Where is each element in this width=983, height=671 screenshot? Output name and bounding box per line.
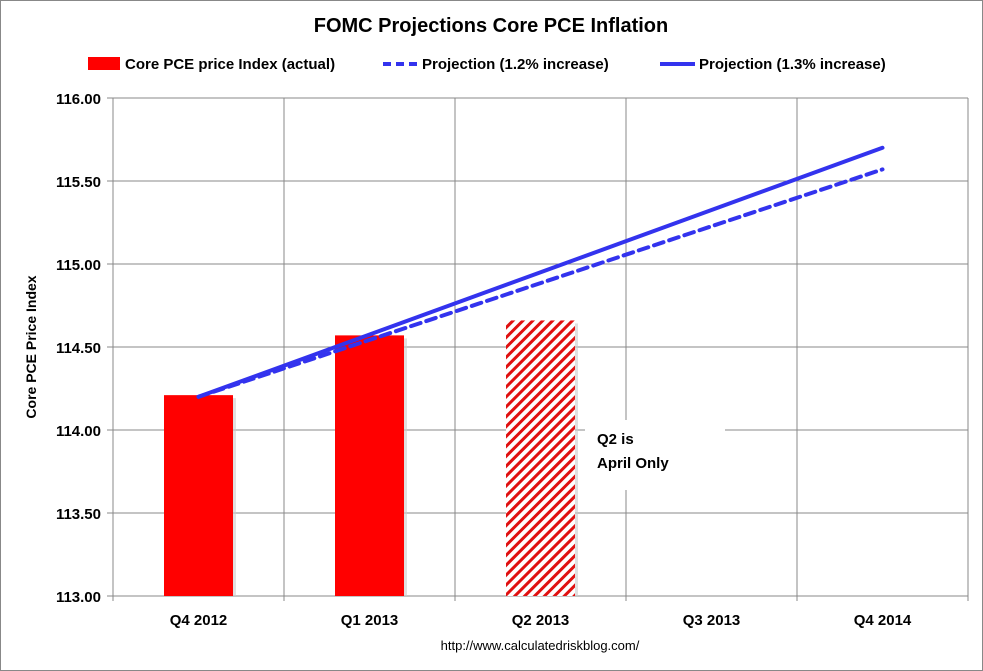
x-tick-label: Q2 2013 xyxy=(512,612,570,629)
y-axis-label: Core PCE Price Index xyxy=(23,275,39,418)
bar xyxy=(335,335,404,596)
annotation-box xyxy=(585,420,725,490)
legend-label-solid: Projection (1.3% increase) xyxy=(699,56,886,73)
y-tick-label: 114.50 xyxy=(56,340,101,357)
source-url: http://www.calculatedriskblog.com/ xyxy=(441,638,640,653)
legend-label-actual: Core PCE price Index (actual) xyxy=(125,56,335,73)
x-tick-label: Q1 2013 xyxy=(341,612,399,629)
x-tick-label: Q4 2012 xyxy=(170,612,228,629)
bar xyxy=(164,395,233,596)
legend-label-dashed: Projection (1.2% increase) xyxy=(422,56,609,73)
chart-title: FOMC Projections Core PCE Inflation xyxy=(314,15,668,37)
bar-hatched xyxy=(506,320,575,596)
projection-line-dashed xyxy=(196,167,885,399)
x-tick-label: Q3 2013 xyxy=(683,612,741,629)
y-tick-label: 114.00 xyxy=(56,423,101,440)
projection-line-solid xyxy=(196,145,885,399)
x-tick-label: Q4 2014 xyxy=(854,612,912,629)
annotation-line-1: Q2 is xyxy=(597,431,634,448)
annotation-line-2: April Only xyxy=(597,455,669,472)
y-tick-label: 113.00 xyxy=(56,589,101,606)
legend: Core PCE price Index (actual) Projection… xyxy=(88,56,886,73)
y-tick-label: 116.00 xyxy=(56,91,101,108)
y-tick-label: 115.50 xyxy=(56,174,101,191)
legend-swatch-actual xyxy=(88,57,120,70)
y-tick-label: 115.00 xyxy=(56,257,101,274)
y-tick-label: 113.50 xyxy=(56,506,101,523)
